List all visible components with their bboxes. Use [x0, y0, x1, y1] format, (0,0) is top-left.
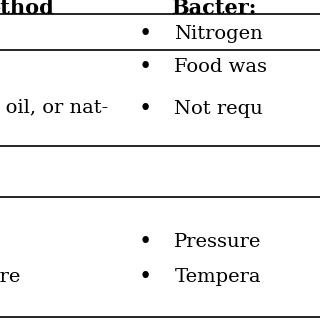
Text: Nitrogen: Nitrogen — [174, 25, 263, 43]
Text: Tempera: Tempera — [174, 268, 261, 286]
Text: ethod: ethod — [0, 0, 54, 18]
Text: Bacter:: Bacter: — [171, 0, 257, 18]
Text: Food was: Food was — [174, 58, 268, 76]
Text: Not requ: Not requ — [174, 100, 263, 118]
Text: •: • — [139, 266, 152, 288]
Text: l, oil, or nat-: l, oil, or nat- — [0, 98, 108, 116]
Text: •: • — [139, 56, 152, 78]
Text: •: • — [139, 23, 152, 44]
Text: Pressure: Pressure — [174, 233, 262, 251]
Text: •: • — [139, 98, 152, 120]
Text: ure: ure — [0, 268, 20, 286]
Text: •: • — [139, 231, 152, 252]
